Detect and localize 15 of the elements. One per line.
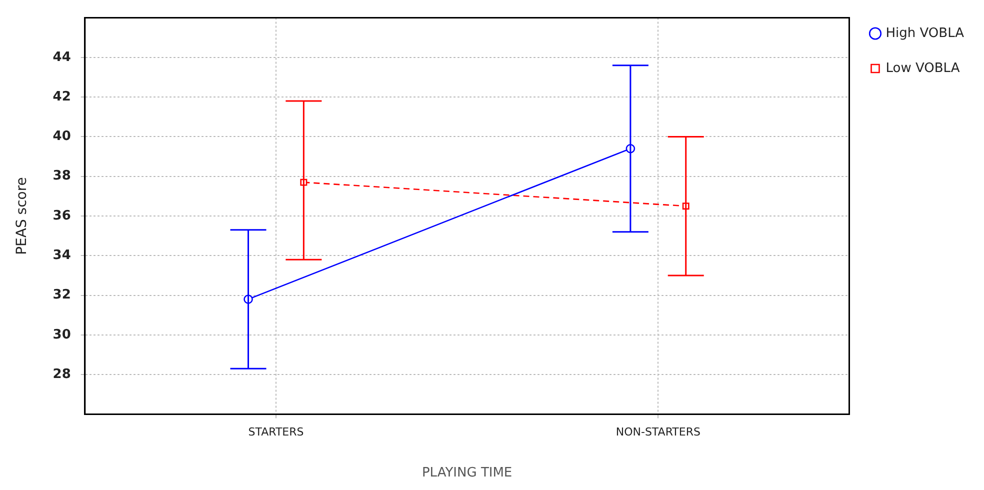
legend-label: High VOBLA [886, 26, 964, 41]
y-tick-label: 28 [52, 366, 71, 382]
legend-label: Low VOBLA [886, 60, 960, 76]
y-tick-label: 38 [52, 168, 71, 184]
y-axis-title: PEAS score [14, 177, 30, 255]
x-axis-title: PLAYING TIME [422, 466, 512, 481]
y-tick-label: 44 [52, 50, 71, 65]
x-tick-label: NON-STARTERS [616, 426, 700, 439]
y-tick-label: 40 [52, 129, 71, 144]
x-tick-label: STARTERS [248, 426, 304, 439]
y-tick-label: 42 [52, 89, 71, 104]
y-tick-label: 34 [52, 248, 71, 264]
y-tick-label: 36 [52, 208, 71, 224]
y-tick-label: 30 [52, 327, 71, 342]
y-tick-label: 32 [52, 288, 71, 303]
